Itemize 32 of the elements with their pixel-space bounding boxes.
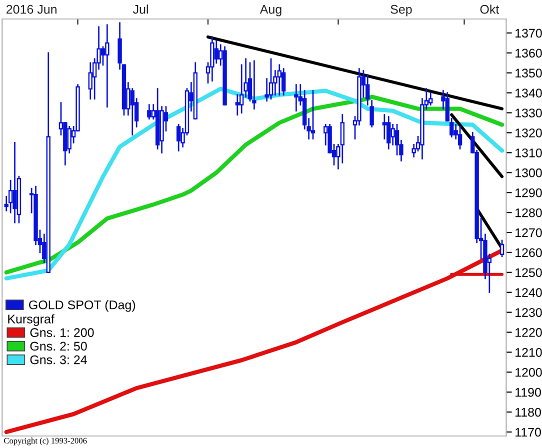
y-tick-label: 1280 [516, 208, 542, 218]
x-tick-label: 2016 Jun [6, 4, 56, 14]
y-tick-label: 1310 [516, 148, 542, 158]
legend-label: Gns. 2: 50 [30, 342, 87, 351]
y-tick-label: 1230 [516, 308, 542, 317]
x-tick-label: Okt [480, 4, 500, 14]
y-tick-label: 1360 [516, 48, 542, 58]
y-tick-label: 1330 [516, 108, 542, 118]
y-tick-label: 1170 [516, 428, 541, 437]
y-tick-label: 1270 [516, 228, 542, 238]
legend-label: Gns. 1: 200 [30, 328, 94, 338]
y-tick-label: 1260 [516, 248, 542, 258]
y-tick-label: 1320 [516, 128, 542, 138]
legend-label: GOLD SPOT (Dag) [29, 300, 136, 312]
legend-label: Gns. 3: 24 [30, 355, 87, 364]
y-tick-label: 1200 [516, 368, 542, 377]
y-tick-label: 1240 [516, 288, 542, 297]
x-tick-label: Jul [132, 4, 148, 14]
y-tick-label: 1370 [516, 28, 542, 38]
y-tick-label: 1210 [516, 348, 542, 357]
y-tick-label: 1340 [516, 88, 542, 98]
x-tick-label: Sep [390, 4, 412, 16]
text: Copyright (c) 1993-2006 [4, 438, 87, 446]
y-tick-label: 1180 [516, 408, 541, 417]
x-tick-label: Aug [260, 5, 282, 16]
y-tick-label: 1250 [516, 268, 542, 278]
y-tick-label: 1350 [516, 68, 542, 78]
y-tick-label: 1220 [516, 328, 542, 337]
legend-title: Kursgraf [8, 314, 54, 326]
y-tick-label: 1290 [516, 188, 542, 198]
y-tick-label: 1190 [516, 388, 541, 397]
y-tick-label: 1300 [516, 168, 542, 178]
